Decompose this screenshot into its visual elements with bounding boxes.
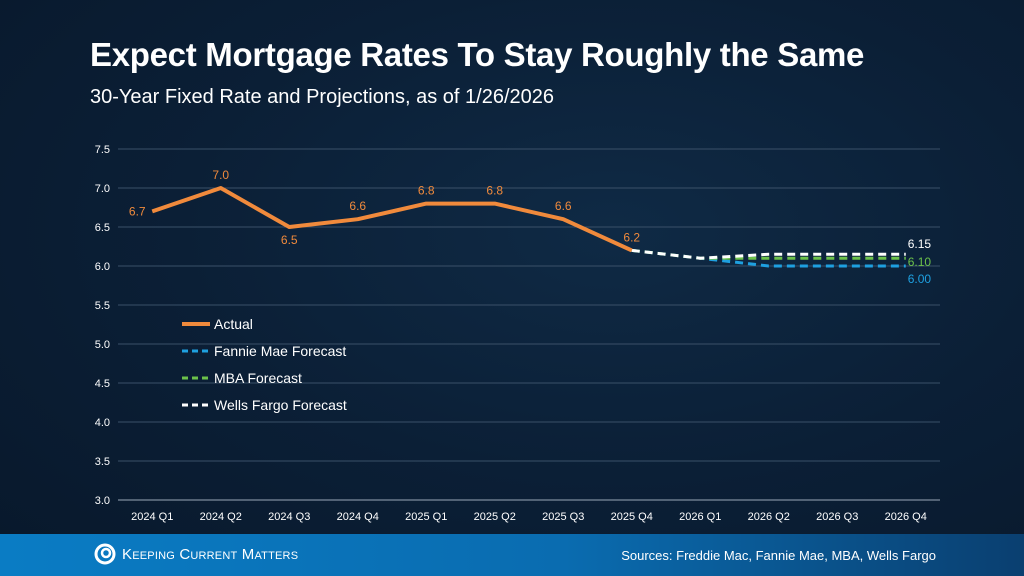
brand-logo: Keeping Current Matters (94, 543, 298, 565)
brand-name: Keeping Current Matters (122, 545, 299, 563)
data-label: 6.5 (281, 233, 298, 247)
x-tick-label: 2024 Q3 (268, 511, 310, 523)
x-tick-label: 2025 Q1 (405, 511, 447, 523)
y-tick-label: 4.0 (95, 417, 110, 429)
chart-title: Expect Mortgage Rates To Stay Roughly th… (90, 36, 865, 73)
y-tick-label: 5.5 (95, 300, 110, 312)
legend-label: Fannie Mae Forecast (214, 343, 346, 359)
x-tick-label: 2024 Q2 (200, 511, 242, 523)
y-tick-label: 4.5 (95, 378, 110, 390)
swirl-logo-icon (94, 543, 116, 565)
data-label: 6.8 (486, 184, 503, 198)
x-tick-label: 2026 Q1 (679, 511, 721, 523)
data-label: 6.2 (623, 230, 640, 244)
x-tick-label: 2026 Q2 (748, 511, 790, 523)
x-tick-label: 2024 Q1 (131, 511, 173, 523)
data-label: 6.7 (129, 204, 146, 218)
legend-label: Wells Fargo Forecast (214, 397, 347, 413)
y-tick-label: 3.0 (95, 495, 110, 507)
x-tick-label: 2026 Q4 (885, 511, 927, 523)
data-label: 6.8 (418, 184, 435, 198)
x-tick-label: 2024 Q4 (337, 511, 379, 523)
line-chart: 3.0 3.5 4.0 4.5 5.0 5.5 6.0 6.5 7.0 7.5 2024 Q1 202… (95, 144, 940, 523)
x-tick-label: 2025 Q2 (474, 511, 516, 523)
end-label: 6.15 (908, 237, 932, 251)
legend-label: MBA Forecast (214, 370, 302, 386)
x-tick-label: 2026 Q3 (816, 511, 858, 523)
sources-note: Sources: Freddie Mac, Fannie Mae, MBA, W… (621, 548, 936, 563)
x-tick-label: 2025 Q4 (611, 511, 653, 523)
y-tick-label: 7.5 (95, 144, 110, 156)
y-tick-label: 5.0 (95, 339, 110, 351)
data-label: 6.6 (349, 199, 366, 213)
legend-label: Actual (214, 316, 253, 332)
series-line-actual (151, 186, 633, 253)
x-tick-label: 2025 Q3 (542, 511, 584, 523)
footer-bar: Keeping Current Matters Sources: Freddie… (0, 534, 1024, 576)
series-line-wells-fargo-forecast (631, 248, 906, 260)
y-tick-label: 7.0 (95, 183, 110, 195)
end-label: 6.00 (908, 272, 932, 286)
y-tick-label: 6.0 (95, 261, 110, 273)
data-label: 6.6 (555, 199, 572, 213)
y-tick-label: 3.5 (95, 456, 110, 468)
y-tick-label: 6.5 (95, 222, 110, 234)
end-label: 6.10 (908, 255, 932, 269)
data-label: 7.0 (212, 168, 229, 182)
chart-subtitle: 30-Year Fixed Rate and Projections, as o… (90, 86, 555, 108)
